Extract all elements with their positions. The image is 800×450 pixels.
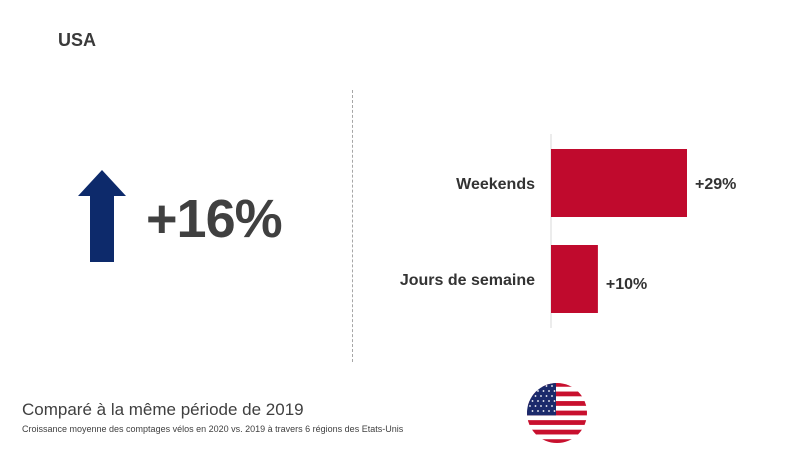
flag-stripe	[527, 429, 587, 435]
divider	[352, 90, 353, 362]
flag-star	[531, 390, 534, 392]
arrow-up-icon	[78, 170, 126, 262]
flag-stripe	[527, 439, 587, 443]
flag-star	[545, 395, 548, 397]
bar-chart: Weekends +29% Jours de semaine +10%	[400, 134, 736, 328]
flag-star	[529, 405, 531, 407]
flag-star	[551, 405, 553, 407]
flag-stripe	[527, 391, 587, 397]
flag-stripe	[527, 410, 587, 416]
caption-main: Comparé à la même période de 2019	[22, 400, 304, 419]
region-title: USA	[58, 30, 97, 50]
flag-star	[542, 400, 545, 402]
flag-star	[553, 410, 556, 412]
flag-stripe	[527, 383, 587, 387]
kpi-value: +16%	[146, 189, 283, 249]
flag-stripe	[527, 386, 587, 392]
flag-stripe	[527, 396, 587, 402]
flag-star	[542, 390, 545, 392]
flag-star	[534, 395, 537, 397]
category-label: Weekends	[456, 176, 535, 193]
flag-star	[529, 395, 531, 397]
flag-star	[529, 385, 531, 387]
value-label: +10%	[606, 276, 647, 293]
flag-stripe	[527, 401, 587, 407]
flag-star	[545, 385, 548, 387]
value-label: +29%	[695, 176, 736, 193]
us-flag-icon	[527, 383, 587, 443]
flag-star	[548, 390, 550, 392]
flag-star	[548, 410, 550, 412]
flag-star	[551, 385, 553, 387]
flag-stripe	[527, 434, 587, 440]
flag-star	[537, 410, 539, 412]
flag-star	[534, 405, 537, 407]
flag-star	[531, 410, 534, 412]
flag-stripe	[527, 415, 587, 421]
flag-star	[548, 400, 550, 402]
flag-star	[534, 385, 537, 387]
bar	[551, 149, 687, 217]
bar	[551, 245, 598, 313]
flag-star	[537, 390, 539, 392]
flag-stripe	[527, 420, 587, 426]
flag-star	[542, 410, 545, 412]
flag-stripe	[527, 405, 587, 411]
flag-star	[531, 400, 534, 402]
flag-star	[540, 395, 542, 397]
flag-star	[553, 400, 556, 402]
flag-star	[553, 390, 556, 392]
flag-star	[537, 400, 539, 402]
flag-canton	[527, 383, 556, 416]
flag-star	[545, 405, 548, 407]
flag-star	[540, 385, 542, 387]
flag-stripe	[527, 424, 587, 430]
flag-star	[551, 395, 553, 397]
flag-star	[540, 405, 542, 407]
caption-sub: Croissance moyenne des comptages vélos e…	[22, 424, 404, 434]
category-label: Jours de semaine	[400, 272, 535, 289]
